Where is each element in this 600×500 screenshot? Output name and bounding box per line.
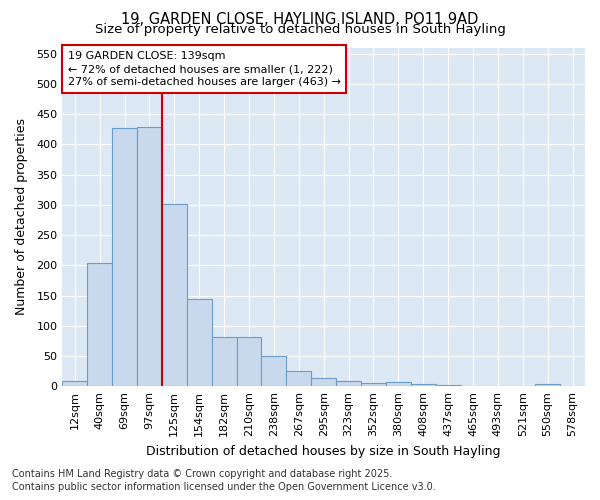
Bar	[286, 371, 311, 386]
X-axis label: Distribution of detached houses by size in South Hayling: Distribution of detached houses by size …	[146, 444, 501, 458]
Bar	[386, 382, 411, 386]
Bar	[411, 384, 436, 386]
Bar	[535, 384, 560, 386]
Bar	[112, 128, 137, 386]
Text: Size of property relative to detached houses in South Hayling: Size of property relative to detached ho…	[95, 22, 505, 36]
Bar	[262, 356, 286, 386]
Bar	[212, 336, 236, 386]
Bar	[187, 298, 212, 386]
Bar	[87, 264, 112, 386]
Bar	[137, 128, 162, 386]
Bar	[311, 378, 336, 386]
Bar	[336, 382, 361, 386]
Bar	[436, 385, 461, 386]
Bar	[62, 382, 87, 386]
Text: 19 GARDEN CLOSE: 139sqm
← 72% of detached houses are smaller (1, 222)
27% of sem: 19 GARDEN CLOSE: 139sqm ← 72% of detache…	[68, 51, 341, 88]
Y-axis label: Number of detached properties: Number of detached properties	[15, 118, 28, 316]
Text: 19, GARDEN CLOSE, HAYLING ISLAND, PO11 9AD: 19, GARDEN CLOSE, HAYLING ISLAND, PO11 9…	[121, 12, 479, 28]
Bar	[361, 382, 386, 386]
Bar	[236, 336, 262, 386]
Bar	[162, 204, 187, 386]
Text: Contains HM Land Registry data © Crown copyright and database right 2025.
Contai: Contains HM Land Registry data © Crown c…	[12, 470, 436, 492]
